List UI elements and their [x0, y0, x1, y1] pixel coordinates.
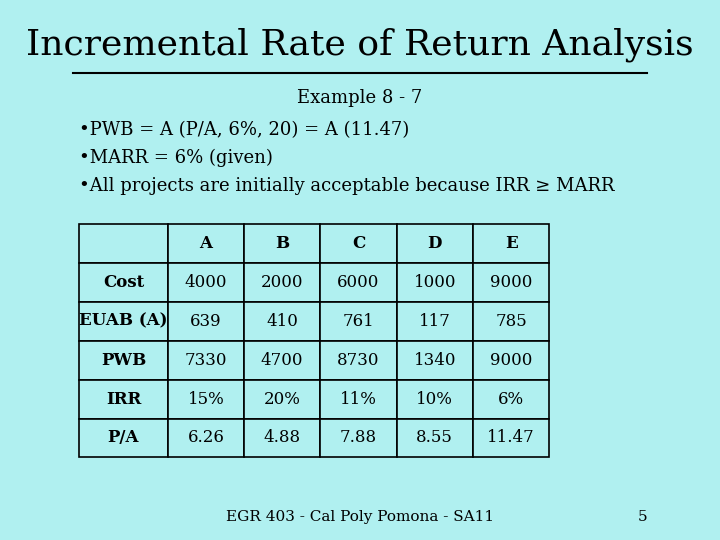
- Text: 9000: 9000: [490, 352, 532, 369]
- Text: 10%: 10%: [416, 390, 453, 408]
- Text: E: E: [505, 235, 518, 252]
- Text: D: D: [428, 235, 442, 252]
- FancyBboxPatch shape: [473, 341, 549, 380]
- Text: A: A: [199, 235, 212, 252]
- Text: 6%: 6%: [498, 390, 524, 408]
- FancyBboxPatch shape: [168, 418, 244, 457]
- Text: EGR 403 - Cal Poly Pomona - SA11: EGR 403 - Cal Poly Pomona - SA11: [226, 510, 494, 524]
- FancyBboxPatch shape: [244, 418, 320, 457]
- Text: IRR: IRR: [106, 390, 141, 408]
- Text: Example 8 - 7: Example 8 - 7: [297, 89, 423, 107]
- FancyBboxPatch shape: [168, 263, 244, 302]
- FancyBboxPatch shape: [473, 224, 549, 263]
- Text: 20%: 20%: [264, 390, 301, 408]
- FancyBboxPatch shape: [320, 341, 397, 380]
- Text: 11%: 11%: [340, 390, 377, 408]
- Text: 9000: 9000: [490, 274, 532, 291]
- Text: 761: 761: [343, 313, 374, 330]
- FancyBboxPatch shape: [79, 224, 168, 263]
- Text: 1340: 1340: [413, 352, 456, 369]
- Text: 2000: 2000: [261, 274, 303, 291]
- Text: 4.88: 4.88: [264, 429, 301, 447]
- FancyBboxPatch shape: [320, 263, 397, 302]
- FancyBboxPatch shape: [244, 302, 320, 341]
- Text: Incremental Rate of Return Analysis: Incremental Rate of Return Analysis: [26, 27, 694, 62]
- FancyBboxPatch shape: [79, 302, 168, 341]
- Text: 8730: 8730: [337, 352, 379, 369]
- FancyBboxPatch shape: [244, 224, 320, 263]
- Text: B: B: [275, 235, 289, 252]
- Text: 7.88: 7.88: [340, 429, 377, 447]
- FancyBboxPatch shape: [168, 341, 244, 380]
- FancyBboxPatch shape: [79, 380, 168, 419]
- Text: 5: 5: [637, 510, 647, 524]
- FancyBboxPatch shape: [320, 380, 397, 419]
- FancyBboxPatch shape: [244, 380, 320, 419]
- FancyBboxPatch shape: [168, 380, 244, 419]
- Text: 1000: 1000: [413, 274, 456, 291]
- FancyBboxPatch shape: [473, 263, 549, 302]
- Text: 639: 639: [190, 313, 222, 330]
- Text: •PWB = A (P/A, 6%, 20) = A (11.47): •PWB = A (P/A, 6%, 20) = A (11.47): [79, 122, 410, 139]
- Text: Cost: Cost: [103, 274, 144, 291]
- FancyBboxPatch shape: [320, 302, 397, 341]
- Text: 6.26: 6.26: [187, 429, 225, 447]
- FancyBboxPatch shape: [79, 341, 168, 380]
- FancyBboxPatch shape: [397, 263, 473, 302]
- Text: P/A: P/A: [108, 429, 139, 447]
- Text: 785: 785: [495, 313, 527, 330]
- FancyBboxPatch shape: [79, 418, 168, 457]
- FancyBboxPatch shape: [473, 418, 549, 457]
- Text: 6000: 6000: [337, 274, 379, 291]
- FancyBboxPatch shape: [397, 224, 473, 263]
- Text: 410: 410: [266, 313, 298, 330]
- FancyBboxPatch shape: [397, 302, 473, 341]
- Text: 11.47: 11.47: [487, 429, 535, 447]
- Text: 4000: 4000: [184, 274, 227, 291]
- FancyBboxPatch shape: [397, 418, 473, 457]
- FancyBboxPatch shape: [473, 380, 549, 419]
- Text: 117: 117: [419, 313, 451, 330]
- FancyBboxPatch shape: [244, 341, 320, 380]
- FancyBboxPatch shape: [244, 263, 320, 302]
- FancyBboxPatch shape: [168, 224, 244, 263]
- Text: 7330: 7330: [184, 352, 227, 369]
- FancyBboxPatch shape: [320, 224, 397, 263]
- FancyBboxPatch shape: [79, 263, 168, 302]
- Text: •All projects are initially acceptable because IRR ≥ MARR: •All projects are initially acceptable b…: [79, 177, 615, 195]
- FancyBboxPatch shape: [168, 302, 244, 341]
- FancyBboxPatch shape: [473, 302, 549, 341]
- Text: PWB: PWB: [101, 352, 146, 369]
- Text: •MARR = 6% (given): •MARR = 6% (given): [79, 148, 273, 167]
- Text: 4700: 4700: [261, 352, 303, 369]
- Text: 8.55: 8.55: [416, 429, 453, 447]
- FancyBboxPatch shape: [397, 380, 473, 419]
- FancyBboxPatch shape: [397, 341, 473, 380]
- Text: C: C: [352, 235, 365, 252]
- FancyBboxPatch shape: [320, 418, 397, 457]
- Text: 15%: 15%: [187, 390, 224, 408]
- Text: EUAB (A): EUAB (A): [79, 313, 168, 330]
